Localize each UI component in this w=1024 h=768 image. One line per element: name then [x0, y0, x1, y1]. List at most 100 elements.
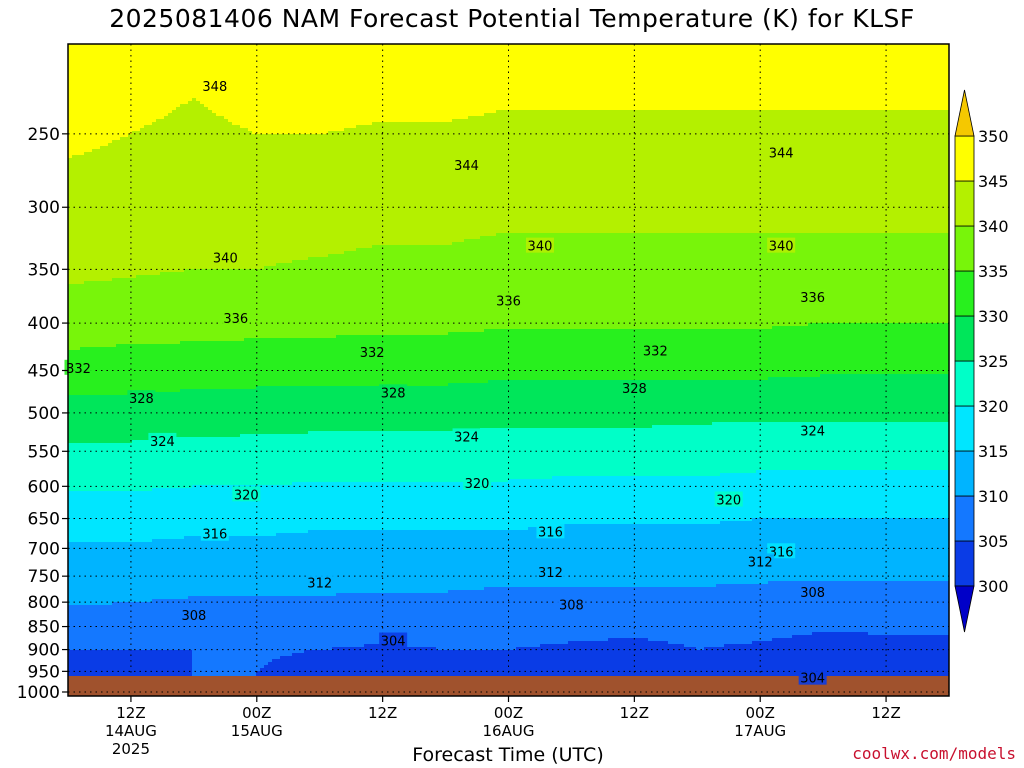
contour-label-text: 340: [213, 252, 238, 267]
contour-label-bg: [200, 78, 229, 94]
colorbar-bin: [954, 360, 975, 407]
contour-label-bg: [798, 583, 827, 599]
y-tick-label: 550: [28, 442, 60, 462]
y-tick-label: 250: [28, 125, 60, 145]
y-tick-label: 850: [28, 618, 60, 638]
colorbar-label: 340: [978, 217, 1009, 236]
colorbar-bin: [954, 450, 975, 497]
contour-label-bg: [221, 310, 250, 326]
contour-label: 344: [767, 144, 796, 162]
contour-label: 308: [557, 596, 586, 614]
contour-label-text: 316: [202, 528, 227, 543]
contour-label: 332: [358, 344, 387, 361]
contour-labels: 348 344 344 340 340 340 336 336 336 332 332 332 328 3…: [64, 78, 827, 687]
contour-label: 336: [798, 289, 827, 306]
colorbar-label: 335: [978, 262, 1009, 281]
contour-label: 348: [200, 78, 229, 95]
y-tick-label: 600: [28, 477, 60, 497]
contour-label-bg: [358, 344, 387, 360]
theta-filled-contours: [68, 44, 949, 677]
contour-label-bg: [767, 237, 796, 253]
y-tick-label: 700: [28, 539, 60, 559]
contour-label: 312: [305, 574, 334, 592]
contour-label-text: 320: [716, 494, 741, 509]
contour-label-bg: [127, 390, 156, 406]
contour-label-bg: [536, 563, 565, 579]
colorbar-label: 350: [978, 127, 1009, 146]
contour-label-text: 328: [622, 382, 647, 397]
contour-label: 316: [536, 523, 565, 540]
contour-label-text: 312: [748, 555, 773, 570]
contour-label-text: 324: [150, 435, 175, 450]
x-tick-label: 12Z: [116, 704, 145, 722]
contour-label-bg: [746, 553, 775, 569]
colorbar-label: 315: [978, 442, 1009, 461]
contour-label-bg: [798, 422, 827, 438]
contour-label-bg: [557, 596, 586, 612]
contour-label: 308: [179, 607, 208, 624]
contour-label-text: 344: [769, 147, 794, 162]
y-tick-label: 900: [28, 641, 60, 661]
contour-label: 304: [379, 632, 408, 650]
y-tick-label: 650: [28, 510, 60, 530]
contour-label-text: 316: [538, 525, 563, 540]
x-tick-date: 17AUG: [734, 722, 786, 740]
colorbar-label: 305: [978, 532, 1009, 551]
contour-label-text: 324: [454, 430, 479, 445]
contour-label: 328: [127, 390, 156, 407]
x-axis-title: Forecast Time (UTC): [412, 744, 604, 766]
contour-label: 324: [148, 432, 177, 450]
contour-label-bg: [798, 289, 827, 305]
contour-label-text: 308: [800, 586, 825, 601]
x-tick-date: 14AUG: [105, 722, 157, 740]
colorbar-bin: [954, 225, 975, 272]
contour-label-text: 336: [223, 312, 248, 327]
contour-label-bg: [798, 669, 827, 685]
pressure-axis: 250 300 350 400 450 500 550 600 650 700 750 800 850 9…: [17, 125, 68, 703]
y-tick-label: 1000: [17, 683, 60, 703]
contour-label: 304: [798, 669, 827, 687]
site-credit[interactable]: coolwx.com/models: [852, 744, 1016, 763]
colorbar-label: 325: [978, 352, 1009, 371]
contour-label-text: 340: [528, 240, 553, 255]
contour-label-bg: [232, 486, 261, 502]
contour-label-text: 304: [800, 672, 825, 687]
y-tick-label: 400: [28, 314, 60, 334]
x-tick-label: 00Z: [494, 704, 523, 722]
colorbar-label: 310: [978, 487, 1009, 506]
contour-label-text: 308: [181, 609, 206, 624]
colorbar: 300 305 310 315 320 325 330 335 340 345 350: [954, 89, 1009, 633]
contour-label-bg: [64, 359, 93, 375]
colorbar-bin: [954, 540, 975, 587]
colorbar-bin: [954, 180, 975, 227]
contour-label-text: 336: [800, 291, 825, 306]
contour-label: 320: [463, 474, 492, 492]
y-tick-label: 300: [28, 198, 60, 218]
contour-label-bg: [767, 144, 796, 160]
contour-label-text: 332: [360, 346, 385, 361]
contour-label-text: 344: [454, 159, 479, 174]
contour-label: 340: [767, 237, 796, 255]
colorbar-label: 345: [978, 172, 1009, 191]
chart-title: 2025081406 NAM Forecast Potential Temper…: [109, 4, 915, 33]
colorbar-low-arrow: [954, 585, 975, 633]
colorbar-bin: [954, 405, 975, 452]
contour-label: 312: [746, 553, 775, 570]
contour-label-text: 316: [769, 545, 794, 560]
x-tick-label: 12Z: [871, 704, 900, 722]
contour-label: 332: [64, 359, 93, 377]
contour-label-text: 324: [800, 424, 825, 439]
contour-label-bg: [211, 249, 240, 265]
contour-label-text: 312: [307, 577, 332, 592]
x-tick-date: 16AUG: [483, 722, 535, 740]
contour-label: 324: [798, 422, 827, 439]
contour-label: 340: [211, 249, 240, 267]
contour-label: 332: [641, 342, 670, 359]
y-tick-label: 950: [28, 662, 60, 682]
y-tick-label: 750: [28, 567, 60, 587]
contour-label-bg: [179, 607, 208, 623]
contour-label-bg: [536, 523, 565, 539]
x-tick-label: 00Z: [242, 704, 271, 722]
contour-label-bg: [641, 342, 670, 358]
